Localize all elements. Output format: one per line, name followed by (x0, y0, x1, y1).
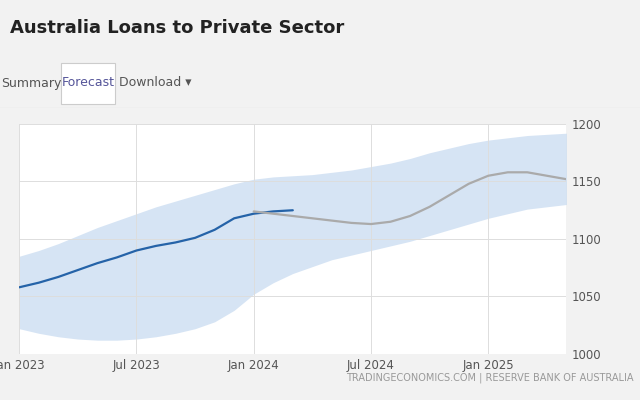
Text: Forecast: Forecast (61, 76, 115, 90)
Text: Summary: Summary (1, 76, 62, 90)
Text: TRADINGECONOMICS.COM | RESERVE BANK OF AUSTRALIA: TRADINGECONOMICS.COM | RESERVE BANK OF A… (346, 373, 634, 383)
FancyBboxPatch shape (61, 63, 115, 104)
Text: Download ▾: Download ▾ (119, 76, 191, 90)
Text: Australia Loans to Private Sector: Australia Loans to Private Sector (10, 19, 344, 37)
